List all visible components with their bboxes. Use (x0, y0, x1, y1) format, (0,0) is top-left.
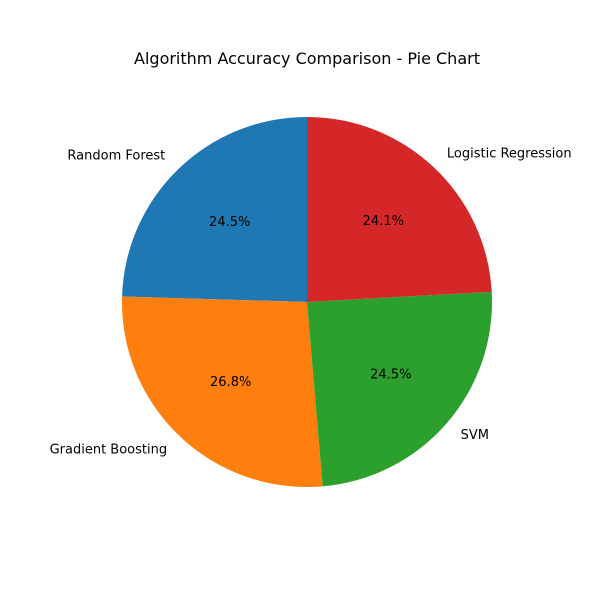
slice-percent-random-forest: 24.5% (209, 215, 250, 230)
pie-slices (122, 117, 492, 487)
pie-slice-gradient-boosting (122, 296, 323, 487)
pie-slice-svm (307, 291, 492, 487)
slice-label-random-forest: Random Forest (67, 148, 165, 163)
chart-title: Algorithm Accuracy Comparison - Pie Char… (134, 49, 480, 68)
pie-slice-logistic-regression (307, 117, 492, 302)
slice-label-gradient-boosting: Gradient Boosting (50, 442, 168, 457)
slice-percent-logistic-regression: 24.1% (363, 214, 404, 229)
slice-label-svm: SVM (461, 428, 489, 443)
slice-percent-svm: 24.5% (370, 367, 411, 382)
slice-percent-gradient-boosting: 26.8% (210, 375, 251, 390)
pie-slice-random-forest (122, 117, 307, 302)
pie-labels: Random Forest 24.5% Gradient Boosting 26.8%… (50, 147, 572, 458)
slice-label-logistic-regression: Logistic Regression (447, 147, 572, 162)
